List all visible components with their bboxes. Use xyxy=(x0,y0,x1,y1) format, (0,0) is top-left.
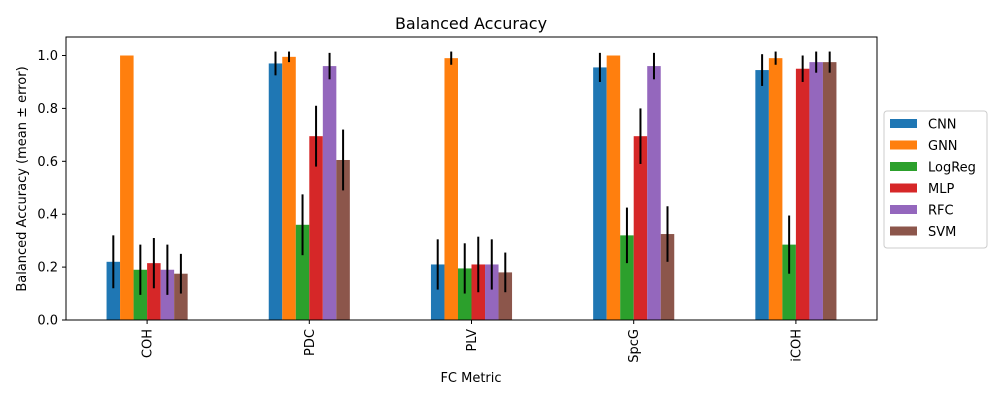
x-tick-label: SpcG xyxy=(627,329,642,363)
y-tick-label: 0.6 xyxy=(37,155,58,170)
y-tick-label: 1.0 xyxy=(37,49,58,64)
bar-gnn-plv xyxy=(444,58,458,320)
bar-rfc-pdc xyxy=(322,66,337,320)
bar-svm-spcg xyxy=(660,234,675,320)
bar-cnn-pdc xyxy=(268,63,283,320)
bar-gnn-spcg xyxy=(606,55,621,320)
legend-label-gnn: GNN xyxy=(928,139,958,154)
bar-gnn-coh xyxy=(120,55,134,320)
x-tick-label: PDC xyxy=(303,329,318,356)
y-axis-label: Balanced Accuracy (mean ± error) xyxy=(15,66,30,291)
legend-swatch-rfc xyxy=(890,205,917,214)
y-tick-label: 0.2 xyxy=(37,261,58,276)
legend-swatch-logreg xyxy=(890,162,917,171)
bar-cnn-spcg xyxy=(593,67,607,320)
bar-svm-pdc xyxy=(336,159,350,320)
bar-cnn-plv xyxy=(430,264,445,320)
bar-rfc-coh xyxy=(160,269,175,320)
bar-mlp-icoh xyxy=(795,68,810,321)
x-axis-label: FC Metric xyxy=(440,371,501,386)
legend-label-svm: SVM xyxy=(928,225,956,240)
bar-gnn-icoh xyxy=(768,58,783,320)
bar-svm-coh xyxy=(174,273,188,320)
bar-svm-icoh xyxy=(822,62,837,320)
legend-label-mlp: MLP xyxy=(928,182,954,197)
bar-logreg-spcg xyxy=(620,235,634,320)
bar-mlp-pdc xyxy=(309,136,323,320)
x-tick-label: COH xyxy=(141,329,156,358)
bar-rfc-plv xyxy=(485,264,499,320)
bar-rfc-spcg xyxy=(647,66,661,320)
legend-label-rfc: RFC xyxy=(928,204,954,219)
bar-rfc-icoh xyxy=(809,62,823,320)
x-tick-label: iCOH xyxy=(789,329,804,362)
bar-mlp-spcg xyxy=(633,136,648,320)
legend-label-cnn: CNN xyxy=(928,118,957,133)
y-tick-label: 0.8 xyxy=(37,102,58,117)
bar-logreg-coh xyxy=(133,269,148,320)
legend-swatch-gnn xyxy=(890,140,917,150)
y-tick-label: 0.0 xyxy=(37,314,58,329)
bar-logreg-icoh xyxy=(782,244,796,320)
bar-mlp-coh xyxy=(147,263,161,320)
chart-title: Balanced Accuracy xyxy=(395,14,547,33)
legend-swatch-svm xyxy=(890,226,917,236)
y-tick-label: 0.4 xyxy=(37,208,58,223)
bar-svm-plv xyxy=(498,272,513,320)
bar-gnn-pdc xyxy=(282,56,296,321)
bar-cnn-icoh xyxy=(755,70,769,320)
bar-logreg-pdc xyxy=(295,224,310,320)
legend-swatch-cnn xyxy=(890,119,917,128)
bar-cnn-coh xyxy=(106,261,121,320)
x-tick-label: PLV xyxy=(465,329,480,352)
bar-logreg-plv xyxy=(457,268,472,320)
legend-label-logreg: LogReg xyxy=(928,161,976,176)
legend-swatch-mlp xyxy=(890,183,917,193)
